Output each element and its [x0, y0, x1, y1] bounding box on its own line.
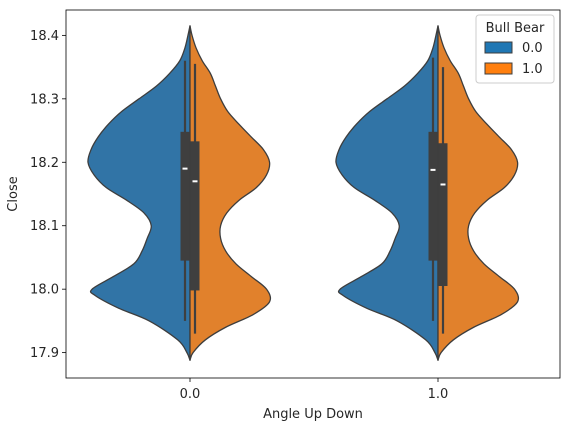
x-axis-label: Angle Up Down: [263, 407, 363, 422]
legend-title: Bull Bear: [486, 21, 545, 36]
y-axis-label: Close: [6, 176, 21, 211]
violin-half-left: [87, 25, 191, 361]
box-iqr: [428, 131, 438, 261]
legend-swatch: [484, 62, 513, 75]
box-iqr: [438, 143, 448, 286]
box-iqr: [180, 131, 190, 261]
x-tick-label: 1.0: [428, 387, 449, 402]
legend: Bull Bear 0.0 1.0: [475, 14, 555, 84]
plot-area: [87, 25, 520, 361]
legend-label: 0.0: [522, 41, 543, 56]
x-axis: 0.0 1.0: [180, 378, 449, 402]
y-tick-label: 17.9: [30, 346, 59, 361]
y-tick-label: 18.2: [30, 156, 59, 171]
y-tick-label: 18.3: [30, 92, 59, 107]
box-iqr: [190, 141, 200, 291]
violin-half-right: [437, 25, 520, 361]
violin-half-right: [189, 25, 272, 361]
legend-label: 1.0: [522, 62, 543, 77]
x-tick-label: 0.0: [180, 387, 201, 402]
y-tick-label: 18.4: [30, 29, 59, 44]
box-layer: [180, 57, 448, 334]
y-tick-label: 18.1: [30, 219, 59, 234]
plot-frame: [65, 9, 561, 379]
y-axis: 17.9 18.0 18.1 18.2 18.3 18.4: [30, 29, 66, 361]
y-tick-label: 18.0: [30, 283, 59, 298]
legend-swatch: [484, 41, 513, 54]
violin-half-left: [335, 25, 439, 361]
